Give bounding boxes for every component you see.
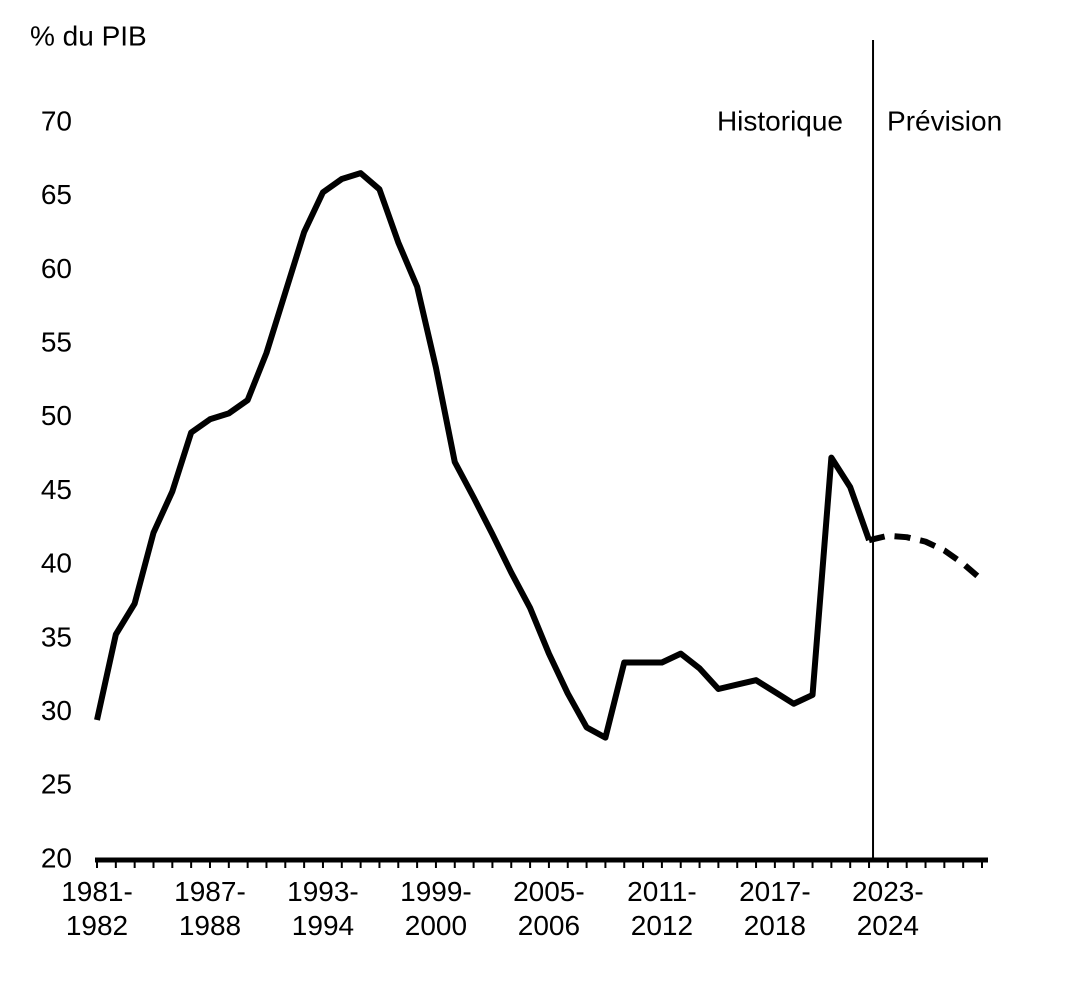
x-tick-label: 2023-2024	[852, 876, 924, 941]
x-tick-label: 2017-2018	[739, 876, 811, 941]
y-tick-label: 50	[41, 400, 72, 431]
line	[868, 532, 984, 583]
y-tick-label: 25	[41, 769, 72, 800]
y-tick-label: 40	[41, 548, 72, 579]
x-tick-label: 1993-1994	[287, 876, 359, 941]
x-tick-label: 1981-1982	[61, 876, 133, 941]
y-tick-label: 30	[41, 695, 72, 726]
line	[94, 170, 872, 741]
annotation: Historique	[717, 105, 843, 136]
y-tick-label: 60	[41, 253, 72, 284]
y-axis-label: % du PIB	[30, 20, 147, 51]
x-tick-label: 1999-2000	[400, 876, 472, 941]
y-tick-label: 35	[41, 621, 72, 652]
y-tick-label: 20	[41, 842, 72, 873]
y-tick-label: 65	[41, 179, 72, 210]
annotation: Prévision	[887, 105, 1002, 136]
x-tick-label: 2005-2006	[513, 876, 585, 941]
y-tick-label: 70	[41, 105, 72, 136]
x-tick-label: 1987-1988	[174, 876, 246, 941]
y-tick-label: 45	[41, 474, 72, 505]
y-tick-label: 55	[41, 326, 72, 357]
x-tick-label: 2011-2012	[627, 876, 697, 941]
